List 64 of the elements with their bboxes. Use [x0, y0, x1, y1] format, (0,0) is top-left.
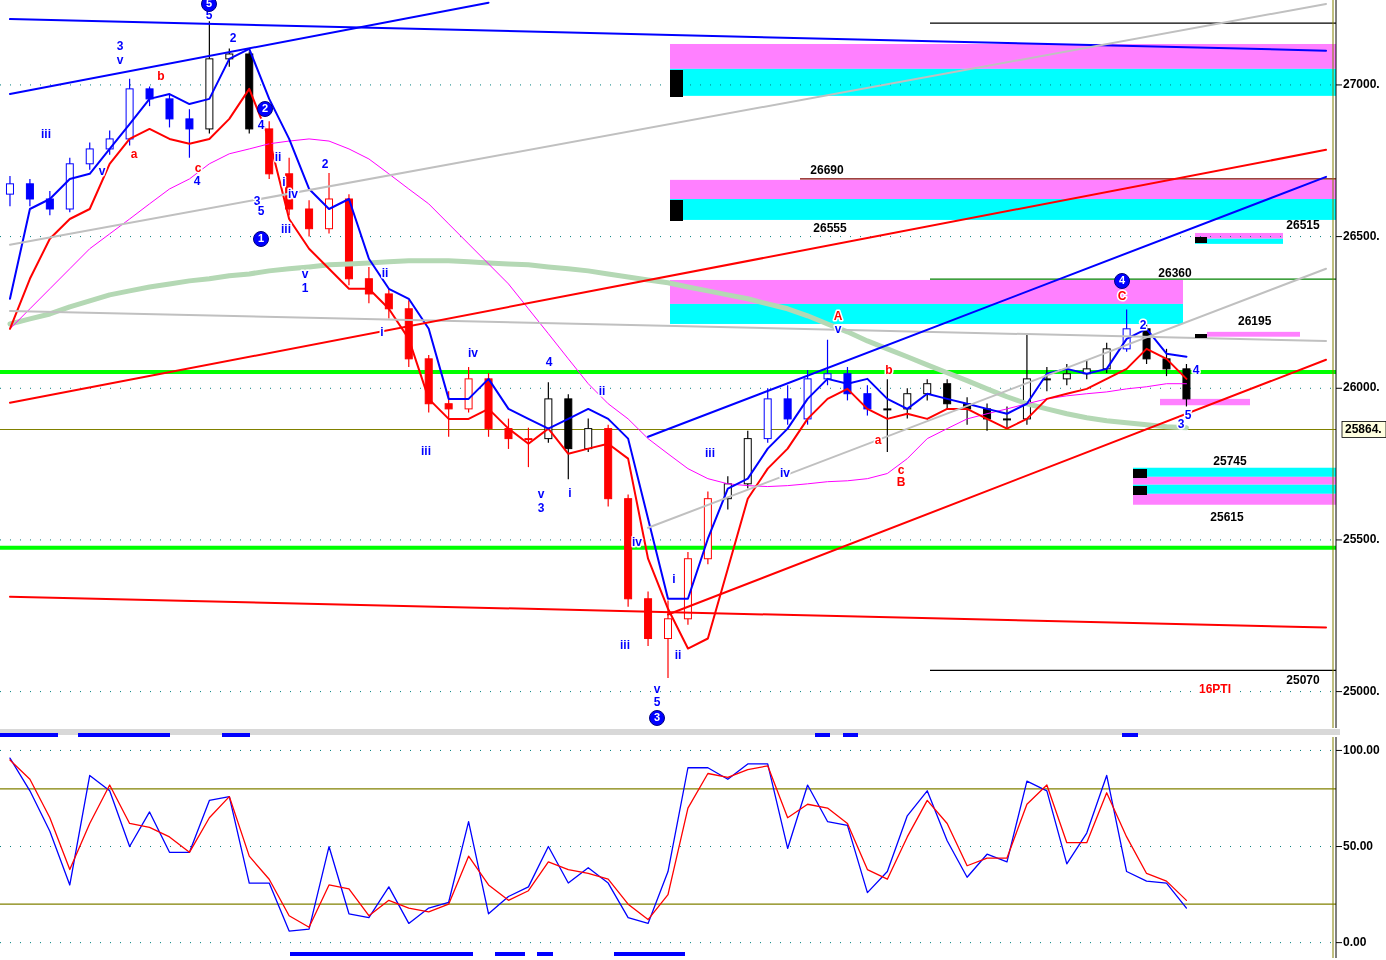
ref-line-label: 26690: [810, 163, 845, 178]
annotation: 4: [1118, 274, 1126, 287]
annotation: ii: [674, 648, 682, 663]
band-label: 25745: [1213, 454, 1248, 469]
annotation: v: [653, 682, 661, 697]
annotation: 1: [301, 281, 309, 296]
y-tick-label: 25500.: [1343, 532, 1380, 547]
ref-line-label: 25864.: [1345, 421, 1382, 436]
annotation: 3: [116, 39, 124, 54]
band-label: 26515: [1286, 218, 1321, 233]
ref-line-label: 26360: [1158, 266, 1193, 281]
annotation: iv: [467, 346, 479, 361]
y-tick-label: 25000.: [1343, 683, 1380, 698]
annotation: i: [380, 325, 384, 340]
annotation: ii: [274, 150, 282, 165]
annotation: C: [1117, 289, 1127, 304]
annotation: 3: [537, 501, 545, 516]
annotation: v: [98, 164, 106, 179]
annotation: a: [874, 433, 882, 448]
annotation: ii: [598, 384, 606, 399]
annotation: i: [672, 572, 676, 587]
band-label: 25615: [1210, 510, 1245, 525]
annotation: 4: [193, 174, 201, 189]
y-tick-label: 27000.: [1343, 77, 1380, 92]
annotation: i: [282, 175, 286, 190]
y-tick-label: 50.00: [1343, 838, 1374, 853]
annotation: iv: [287, 187, 299, 202]
annotation: c: [194, 161, 202, 176]
y-tick-label: 0.00: [1343, 934, 1367, 949]
annotation: 2: [229, 31, 237, 46]
annotation: 16PTI: [1198, 682, 1232, 697]
band-label: 26195: [1238, 314, 1272, 329]
annotation: iv: [631, 535, 643, 550]
annotation: 5: [205, 0, 213, 10]
annotation: v: [834, 322, 842, 337]
annotation: 3: [653, 711, 661, 724]
annotation: iii: [704, 446, 716, 461]
annotation: iii: [280, 222, 292, 237]
annotation: ii: [381, 266, 389, 281]
annotation: 1: [257, 232, 265, 245]
y-tick-label: 26000.: [1343, 380, 1380, 395]
y-tick-label: 26500.: [1343, 228, 1380, 243]
annotation: b: [157, 69, 165, 84]
annotation: A: [833, 309, 843, 324]
annotation: 2: [261, 102, 269, 115]
band-label: 26555: [813, 221, 848, 236]
annotation: c: [897, 463, 905, 478]
annotation: 5: [257, 204, 265, 219]
annotation: v: [537, 487, 545, 502]
annotation: iii: [40, 127, 52, 142]
annotation: v: [116, 53, 124, 68]
annotation: i: [568, 486, 572, 501]
annotation: 3: [1177, 417, 1185, 432]
annotation: B: [896, 475, 906, 490]
y-tick-label: 100.00: [1343, 742, 1381, 757]
annotation: a: [130, 147, 138, 162]
annotation: 4: [545, 355, 553, 370]
ref-line-label: 25070: [1286, 673, 1321, 688]
annotation: 5: [653, 695, 661, 710]
annotation: iii: [619, 638, 631, 653]
annotation: iii: [420, 444, 432, 459]
annotation: iv: [779, 466, 791, 481]
annotation: v: [301, 267, 309, 282]
annotation: 2: [321, 157, 329, 172]
